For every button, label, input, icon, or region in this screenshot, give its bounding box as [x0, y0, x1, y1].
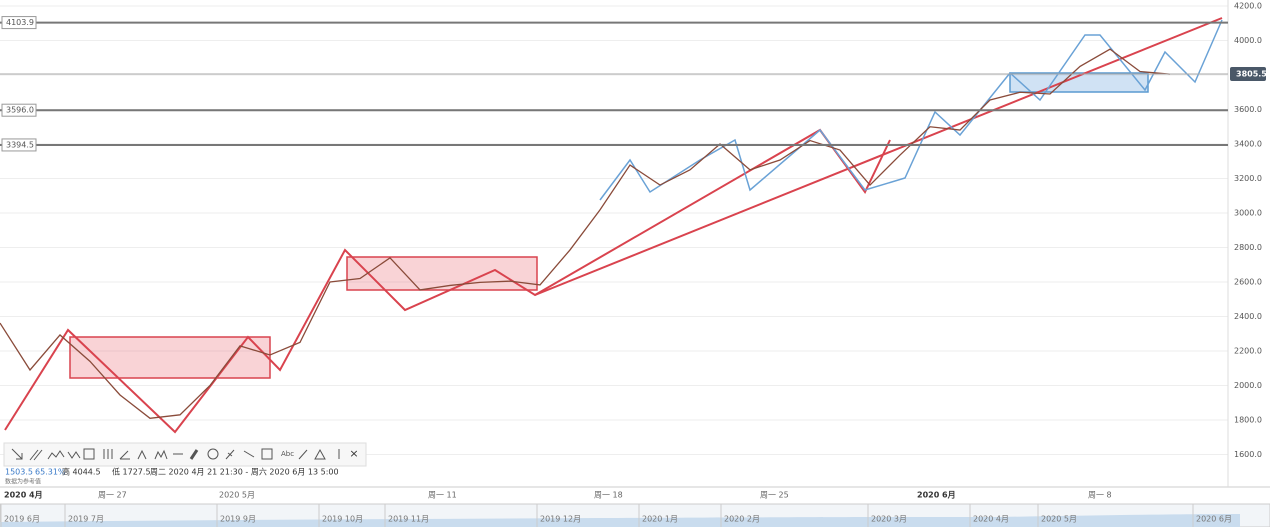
- low: 低 1727.5: [112, 467, 151, 477]
- info-bar: 1503.5 65.31% 高 4044.5 低 1727.5 周二 2020 …: [5, 467, 339, 486]
- y-tick-label: 2600.0: [1234, 278, 1262, 287]
- tool-icon[interactable]: [314, 448, 326, 460]
- note: 数据为参考值: [5, 478, 41, 486]
- high: 高 4044.5: [62, 467, 101, 477]
- tool-icon[interactable]: [83, 448, 95, 460]
- x-tick-label: 周一 25: [760, 491, 789, 500]
- tool-icon[interactable]: [189, 449, 199, 460]
- zone-rect: [346, 256, 538, 291]
- zone-rect: [69, 336, 271, 379]
- y-tick-label: 3000.0: [1234, 209, 1262, 218]
- range: 周二 2020 4月 21 21:30 - 周六 2020 6月 13 5:00: [150, 467, 339, 477]
- last-price-label: 3805.5: [1236, 70, 1267, 79]
- level-label-box: [1, 103, 37, 117]
- wave-line: [599, 19, 1223, 201]
- navigator-label: 2020 2月: [724, 515, 760, 524]
- zone-rect: [1009, 72, 1149, 93]
- y-tick-label: 3400.0: [1234, 140, 1262, 149]
- level-label: 3394.5: [6, 140, 34, 149]
- navigator-label: 2019 7月: [68, 515, 104, 524]
- tool-icon[interactable]: [67, 451, 81, 459]
- y-tick-label: 2400.0: [1234, 312, 1262, 321]
- tool-text[interactable]: Abc: [281, 450, 294, 458]
- tool-icon[interactable]: [298, 449, 308, 460]
- level-label-box: [1, 16, 37, 30]
- tool-icon[interactable]: [11, 448, 23, 460]
- tool-icon[interactable]: [119, 450, 130, 460]
- navigator-label: 2019 12月: [540, 515, 581, 524]
- x-tick-label: 周一 8: [1088, 491, 1112, 500]
- navigator-label: 2020 5月: [1041, 515, 1077, 524]
- price-line: [0, 48, 1171, 419]
- y-tick-label: 1600.0: [1234, 450, 1262, 459]
- close-button[interactable]: ×: [349, 447, 358, 460]
- level-label: 3596.0: [6, 106, 34, 115]
- tool-icon[interactable]: [243, 450, 255, 458]
- x-tick-label: 周一 11: [428, 491, 457, 500]
- navigator-label: 2019 10月: [322, 515, 363, 524]
- trend-line: [534, 17, 1223, 296]
- last-price-box: [1230, 67, 1266, 82]
- tool-icon[interactable]: [261, 448, 273, 460]
- navigator-label: 2020 1月: [642, 515, 678, 524]
- x-tick-label: 2020 4月: [4, 491, 43, 500]
- navigator-label: 2019 9月: [220, 515, 256, 524]
- x-tick-label: 周一 18: [594, 491, 623, 500]
- tool-icon[interactable]: [47, 450, 65, 460]
- navigator-area: [0, 514, 1240, 527]
- tool-icon[interactable]: [103, 449, 113, 459]
- navigator-label: 2020 3月: [871, 515, 907, 524]
- level-label-box: [1, 138, 37, 152]
- y-tick-label: 2800.0: [1234, 243, 1262, 252]
- y-tick-label: 4200.0: [1234, 2, 1262, 11]
- navigator-label: 2019 11月: [388, 515, 429, 524]
- y-tick-label: 3200.0: [1234, 174, 1262, 183]
- y-tick-label: 2000.0: [1234, 381, 1262, 390]
- drawings: [4, 17, 1223, 434]
- toolbar[interactable]: Abc ×: [3, 442, 367, 467]
- tool-icon[interactable]: [225, 449, 235, 460]
- tool-icon[interactable]: [207, 448, 219, 460]
- navigator-label: 2020 4月: [973, 515, 1009, 524]
- y-tick-label: 3600.0: [1234, 105, 1262, 114]
- navigator-label: 2019 6月: [4, 515, 40, 524]
- change: 1503.5: [5, 468, 33, 477]
- toolbar-bg: [3, 442, 367, 467]
- tool-icon[interactable]: [29, 449, 43, 461]
- navigator-label: 2020 6月: [1196, 515, 1232, 524]
- x-tick-label: 周一 27: [98, 491, 127, 500]
- y-tick-label: 1800.0: [1234, 416, 1262, 425]
- tool-icon[interactable]: [154, 449, 168, 460]
- x-tick-label: 2020 6月: [917, 491, 956, 500]
- y-tick-label: 2200.0: [1234, 347, 1262, 356]
- change-pct: 65.31%: [35, 468, 66, 477]
- y-tick-label: 4000.0: [1234, 36, 1262, 45]
- tool-icon[interactable]: [137, 449, 147, 460]
- level-label: 4103.9: [6, 18, 34, 27]
- x-tick-label: 2020 5月: [219, 491, 255, 500]
